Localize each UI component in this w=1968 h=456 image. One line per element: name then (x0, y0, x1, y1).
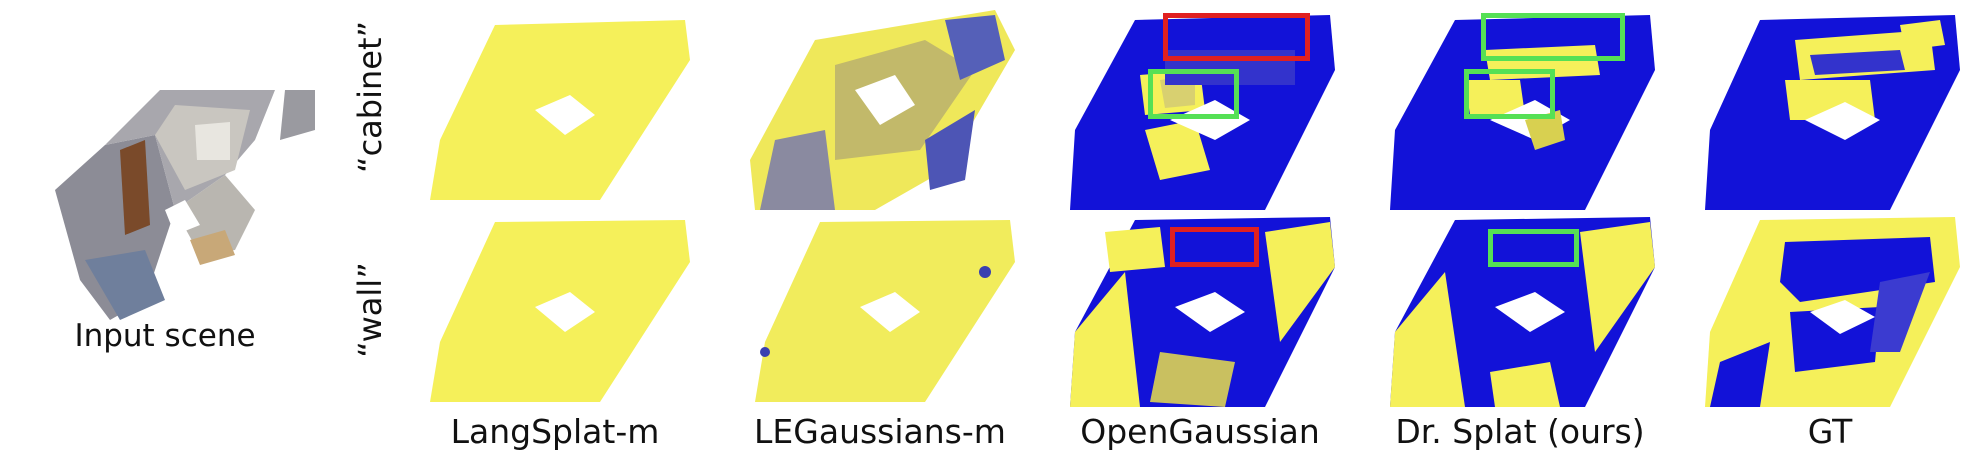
cell-wall-legaussians (755, 220, 1015, 402)
input-scene-image (55, 90, 315, 320)
column-label-opengaussian: OpenGaussian (1080, 412, 1320, 451)
highlight-box-green-cabinet-drsplat-mid (1464, 69, 1555, 119)
column-label-langsplat: LangSplat-m (450, 412, 660, 451)
cell-cabinet-opengaussian (1070, 15, 1335, 210)
input-scene-label: Input scene (74, 318, 256, 354)
cell-wall-langsplat (430, 220, 690, 402)
highlight-box-green-wall (1488, 229, 1579, 267)
cell-cabinet-drsplat (1390, 15, 1655, 210)
cell-cabinet-gt (1705, 15, 1960, 210)
column-label-drsplat: Dr. Splat (ours) (1395, 412, 1645, 451)
cell-wall-opengaussian (1070, 217, 1335, 407)
highlight-box-red-cabinet (1163, 13, 1310, 61)
highlight-box-red-wall (1170, 227, 1259, 267)
row-label-wall: “wall” (351, 262, 389, 358)
highlight-box-green-cabinet-drsplat-top (1481, 13, 1625, 61)
row-label-cabinet: “cabinet” (351, 20, 389, 173)
cell-wall-drsplat (1390, 217, 1655, 407)
highlight-box-green-cabinet-open (1148, 69, 1239, 119)
column-label-legaussians: LEGaussians-m (754, 412, 1006, 451)
column-label-gt: GT (1807, 412, 1853, 451)
cell-wall-gt (1705, 217, 1960, 407)
cell-cabinet-legaussians (750, 10, 1015, 210)
cell-cabinet-langsplat (430, 20, 690, 200)
